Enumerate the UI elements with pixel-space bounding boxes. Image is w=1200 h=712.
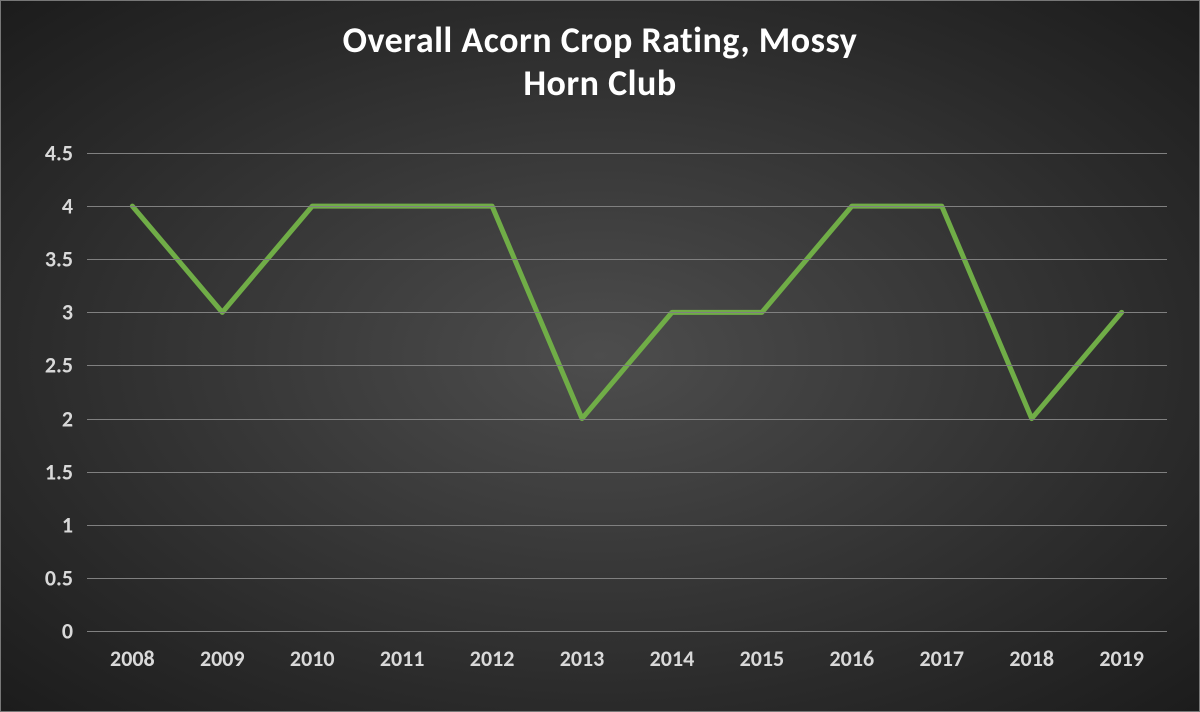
line-chart-svg: [87, 153, 1167, 631]
chart-title-line1: Overall Acorn Crop Rating, Mossy: [1, 19, 1199, 62]
gridline: [87, 259, 1167, 260]
gridline: [87, 365, 1167, 366]
gridline: [87, 525, 1167, 526]
gridline: [87, 631, 1167, 632]
y-axis-label: 1.5: [45, 458, 87, 485]
x-axis-label: 2019: [1099, 631, 1144, 672]
plot-area: 00.511.522.533.544.520082009201020112012…: [87, 153, 1167, 631]
x-axis-label: 2016: [830, 631, 875, 672]
chart-container: Overall Acorn Crop Rating, Mossy Horn Cl…: [0, 0, 1200, 712]
x-axis-label: 2018: [1009, 631, 1054, 672]
x-axis-label: 2015: [740, 631, 785, 672]
x-axis-label: 2014: [650, 631, 695, 672]
x-axis-label: 2010: [290, 631, 335, 672]
y-axis-label: 3: [62, 299, 87, 326]
gridline: [87, 153, 1167, 154]
y-axis-label: 4.5: [45, 140, 87, 167]
x-axis-label: 2013: [560, 631, 605, 672]
x-axis-label: 2008: [110, 631, 155, 672]
x-axis-label: 2011: [380, 631, 425, 672]
gridline: [87, 578, 1167, 579]
chart-title-line2: Horn Club: [1, 62, 1199, 105]
y-axis-label: 4: [62, 193, 87, 220]
y-axis-label: 0.5: [45, 564, 87, 591]
gridline: [87, 312, 1167, 313]
x-axis-label: 2009: [200, 631, 245, 672]
y-axis-label: 1: [62, 511, 87, 538]
y-axis-label: 3.5: [45, 246, 87, 273]
gridline: [87, 472, 1167, 473]
y-axis-label: 2: [62, 405, 87, 432]
x-axis-label: 2017: [919, 631, 964, 672]
gridline: [87, 419, 1167, 420]
y-axis-label: 0: [62, 618, 87, 645]
gridline: [87, 206, 1167, 207]
x-axis-label: 2012: [470, 631, 515, 672]
chart-title: Overall Acorn Crop Rating, Mossy Horn Cl…: [1, 19, 1199, 105]
y-axis-label: 2.5: [45, 352, 87, 379]
